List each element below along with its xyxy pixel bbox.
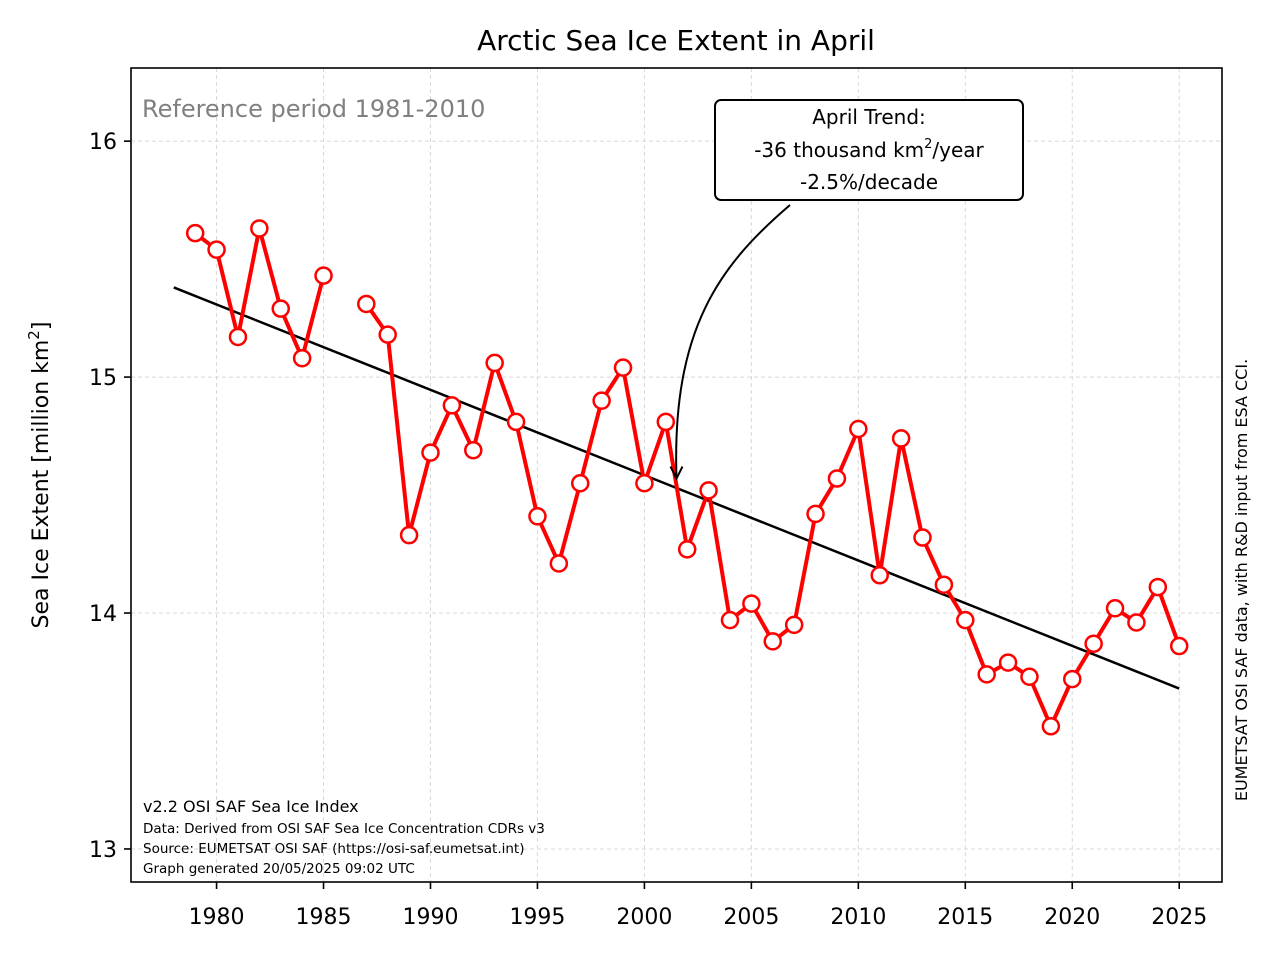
footer-data-source: Data: Derived from OSI SAF Sea Ice Conce… xyxy=(143,821,545,837)
data-point xyxy=(464,440,483,460)
y-axis-label-end: ] xyxy=(29,322,54,331)
data-point xyxy=(699,481,718,500)
data-point xyxy=(870,566,889,585)
y-axis-label-sup: 2 xyxy=(25,330,43,340)
data-point xyxy=(1063,669,1082,689)
trend-label-line2-prefix: -36 thousand km xyxy=(754,138,924,162)
data-point xyxy=(378,325,397,344)
data-point xyxy=(891,429,911,448)
x-tick-label: 1995 xyxy=(509,905,565,930)
data-point xyxy=(913,528,932,547)
data-point xyxy=(592,391,611,410)
data-point xyxy=(677,540,697,559)
x-tick-label: 1985 xyxy=(296,905,352,930)
data-point xyxy=(1169,636,1189,656)
x-tick-label: 2015 xyxy=(937,905,993,930)
footer-source: Source: EUMETSAT OSI SAF (https://osi-sa… xyxy=(143,841,524,857)
x-tick-label: 2025 xyxy=(1151,905,1207,930)
series-layer xyxy=(185,219,1189,736)
y-axis-label: Sea Ice Extent [million km2] xyxy=(25,322,54,629)
trend-label-line1: April Trend: xyxy=(812,105,926,129)
data-point xyxy=(207,240,226,259)
data-point xyxy=(977,665,996,684)
y-tick-label: 13 xyxy=(89,838,117,863)
data-point xyxy=(570,474,590,493)
x-tick-label: 2005 xyxy=(723,905,779,930)
data-point xyxy=(549,554,569,573)
x-tick-label: 2000 xyxy=(616,905,672,930)
data-point xyxy=(185,223,205,243)
footer-generated: Graph generated 20/05/2025 09:02 UTC xyxy=(143,861,415,877)
data-point xyxy=(506,412,526,432)
data-point xyxy=(613,358,633,377)
data-point xyxy=(635,474,654,493)
chart-title: Arctic Sea Ice Extent in April xyxy=(477,24,875,57)
annotation-layer: Reference period 1981-2010 April Trend: … xyxy=(142,95,1024,877)
data-point xyxy=(271,299,290,318)
data-point xyxy=(827,469,847,488)
data-point xyxy=(956,610,975,630)
y-tick-label: 16 xyxy=(89,130,117,155)
data-point xyxy=(656,412,676,432)
y-tick-label: 15 xyxy=(89,366,117,391)
trend-arrow xyxy=(675,204,791,479)
data-point xyxy=(1084,634,1103,653)
data-point xyxy=(357,294,376,314)
data-point xyxy=(250,219,269,238)
data-point xyxy=(934,575,954,594)
data-credit: EUMETSAT OSI SAF data, with R&D input fr… xyxy=(1232,359,1251,801)
data-point xyxy=(1105,599,1125,618)
x-tick-label: 1980 xyxy=(189,905,245,930)
data-point xyxy=(742,594,761,613)
data-point xyxy=(314,266,333,285)
data-point xyxy=(998,653,1018,672)
data-point xyxy=(399,525,419,545)
data-point xyxy=(442,396,462,415)
data-point xyxy=(784,615,804,635)
data-point xyxy=(485,353,504,373)
trend-arrowhead xyxy=(669,466,684,481)
y-axis-label-main: Sea Ice Extent [million km xyxy=(29,340,54,629)
trend-box xyxy=(714,99,1024,201)
data-point xyxy=(849,419,868,439)
data-point xyxy=(1148,577,1168,597)
data-point xyxy=(421,443,440,462)
x-tick-label: 1990 xyxy=(402,905,458,930)
axis-layer: 1980 1985 1990 1995 2000 2005 2010 2015 2020 2025… xyxy=(89,130,1207,930)
plot-frame xyxy=(130,67,1223,883)
x-tick-label: 2020 xyxy=(1044,905,1100,930)
trend-label-line2-sup: 2 xyxy=(924,137,932,152)
trend-label-line2: -36 thousand km2/year xyxy=(754,137,984,162)
reference-period-label: Reference period 1981-2010 xyxy=(142,95,485,123)
data-point xyxy=(1041,717,1061,736)
data-point xyxy=(292,348,312,368)
data-point xyxy=(806,504,825,524)
data-point xyxy=(720,610,740,630)
trend-label-line2-suffix: /year xyxy=(932,138,984,162)
data-point xyxy=(763,632,783,651)
data-point xyxy=(528,507,547,526)
trend-label-line3: -2.5%/decade xyxy=(800,170,938,194)
footer-version: v2.2 OSI SAF Sea Ice Index xyxy=(143,797,359,816)
data-point xyxy=(1020,667,1039,686)
y-tick-label: 14 xyxy=(89,602,117,627)
data-point xyxy=(228,327,248,347)
data-point xyxy=(1127,613,1146,632)
x-tick-label: 2010 xyxy=(830,905,886,930)
